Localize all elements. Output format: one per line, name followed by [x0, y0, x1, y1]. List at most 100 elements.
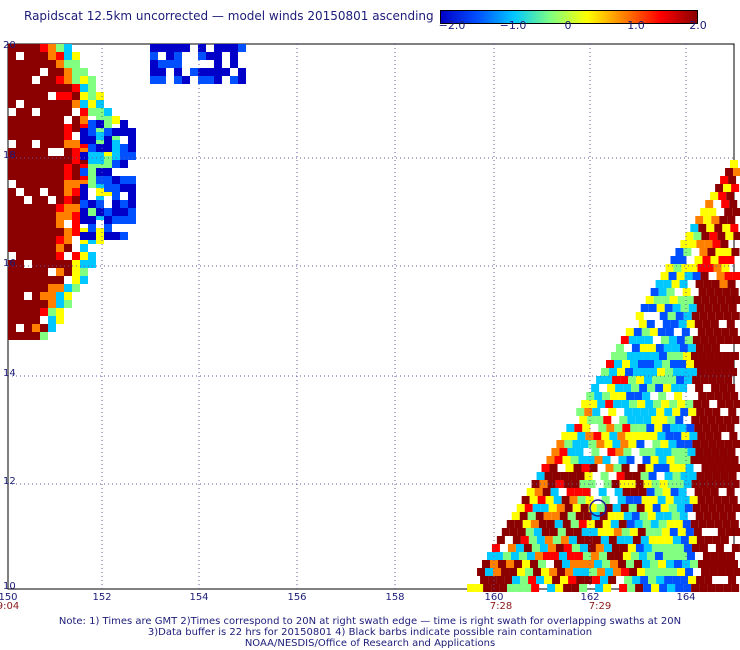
wind-cell [705, 264, 714, 272]
wind-cell [16, 308, 24, 316]
wind-cell [24, 300, 32, 308]
wind-cell [158, 76, 166, 84]
wind-cell [717, 400, 726, 408]
wind-cell [24, 316, 32, 324]
wind-cell [651, 416, 660, 424]
wind-cell [632, 472, 641, 480]
wind-cell [88, 156, 96, 164]
wind-cell [595, 544, 604, 552]
wind-cell [64, 188, 72, 196]
wind-cell [128, 152, 136, 160]
wind-cell [8, 268, 16, 276]
wind-cell [696, 240, 705, 248]
wind-cell [583, 512, 592, 520]
wind-cell [684, 272, 693, 280]
wind-cell [230, 60, 238, 68]
wind-cell [531, 584, 540, 592]
wind-cell [720, 240, 729, 248]
wind-cell [596, 440, 605, 448]
wind-cell [611, 544, 620, 552]
wind-cell [564, 504, 573, 512]
lat-tick-label: 12 [3, 476, 16, 487]
wind-cell [206, 68, 214, 76]
wind-cell [524, 504, 533, 512]
wind-cell [643, 584, 652, 592]
wind-cell [725, 568, 734, 576]
wind-cell [568, 536, 577, 544]
wind-cell [688, 576, 697, 584]
wind-cell [701, 568, 710, 576]
wind-cell [613, 568, 622, 576]
wind-cell [496, 536, 505, 544]
wind-cell [32, 188, 40, 196]
wind-cell [723, 248, 732, 256]
wind-cell [514, 520, 523, 528]
colorbar [440, 10, 698, 24]
wind-cell [174, 60, 182, 68]
wind-cell [32, 300, 40, 308]
wind-cell [716, 272, 725, 280]
wind-cell [701, 464, 710, 472]
wind-cell [502, 552, 511, 560]
wind-cell [596, 376, 605, 384]
wind-cell [613, 464, 622, 472]
wind-cell [112, 116, 120, 124]
wind-cell [40, 260, 48, 268]
wind-cell [649, 432, 658, 440]
wind-cell [16, 260, 24, 268]
wind-cell [72, 116, 80, 124]
wind-cell [661, 296, 670, 304]
wind-cell [730, 392, 739, 400]
wind-cell [560, 536, 569, 544]
wind-cell [56, 52, 64, 60]
wind-cell [48, 236, 56, 244]
wind-cell [618, 520, 627, 528]
wind-cell [80, 184, 88, 192]
wind-cell [614, 488, 623, 496]
wind-cell [712, 408, 721, 416]
wind-cell [483, 584, 492, 592]
wind-cell [671, 384, 680, 392]
wind-cell [523, 544, 532, 552]
wind-cell [16, 164, 24, 172]
wind-cell [700, 504, 709, 512]
wind-cell [689, 264, 698, 272]
wind-cell [542, 552, 551, 560]
wind-cell [708, 440, 717, 448]
wind-cell [48, 164, 56, 172]
wind-cell [48, 116, 56, 124]
wind-cell [88, 260, 96, 268]
wind-cell [640, 536, 649, 544]
wind-cell [589, 464, 598, 472]
wind-cell [558, 552, 567, 560]
wind-cell [602, 456, 611, 464]
wind-cell [714, 288, 723, 296]
wind-cell [158, 68, 166, 76]
wind-cell [641, 496, 650, 504]
wind-cell [725, 464, 734, 472]
wind-cell [575, 512, 584, 520]
wind-cell [680, 408, 689, 416]
wind-cell [666, 456, 675, 464]
wind-cell [594, 456, 603, 464]
wind-cell [32, 68, 40, 76]
wind-cell [230, 44, 238, 52]
wind-cell [531, 544, 540, 552]
wind-cell [730, 456, 739, 464]
wind-cell [697, 264, 706, 272]
wind-cell [542, 488, 551, 496]
wind-cell [651, 480, 660, 488]
wind-cell [8, 204, 16, 212]
wind-cell [526, 488, 535, 496]
wind-cell [691, 312, 700, 320]
wind-cell [660, 440, 669, 448]
wind-cell [544, 472, 553, 480]
wind-cell [714, 224, 723, 232]
wind-cell [687, 448, 696, 456]
wind-cell [541, 464, 550, 472]
wind-cell [206, 52, 214, 60]
wind-cell [684, 376, 693, 384]
wind-cell [647, 384, 656, 392]
wind-cell [56, 92, 64, 100]
wind-cell [32, 284, 40, 292]
